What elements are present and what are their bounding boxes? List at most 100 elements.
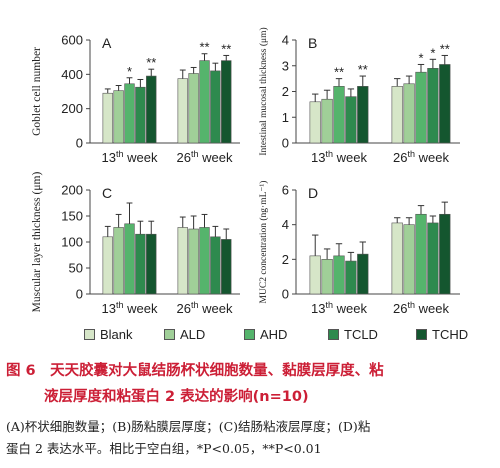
significance-marker: * xyxy=(418,50,423,65)
bar xyxy=(135,86,146,144)
y-tick-label: 50 xyxy=(69,261,83,276)
y-tick-label: 400 xyxy=(61,67,83,82)
panel-label: C xyxy=(102,185,112,201)
bar xyxy=(135,233,146,295)
bar xyxy=(221,60,232,144)
bar xyxy=(439,213,451,295)
legend-item-blank: Blank xyxy=(84,327,133,342)
legend-swatch-blank xyxy=(84,329,95,340)
bar xyxy=(391,222,403,295)
y-axis-label: Muscular layer thickness (μm) xyxy=(31,172,43,313)
bar xyxy=(199,60,210,144)
bar xyxy=(391,86,403,144)
y-tick-label: 200 xyxy=(61,183,83,198)
legend-item-tcld: TCLD xyxy=(328,327,378,342)
bar xyxy=(124,83,135,144)
y-tick-label: 1 xyxy=(282,110,289,125)
bar xyxy=(113,227,124,295)
significance-marker: ** xyxy=(221,41,231,56)
y-tick-label: 4 xyxy=(282,217,289,232)
legend-swatch-tcld xyxy=(328,329,339,340)
x-group-label: 26th week xyxy=(393,300,449,316)
significance-marker: * xyxy=(430,45,435,60)
bar xyxy=(177,78,188,144)
notes-line-1: (A)杯状细胞数量；(B)肠粘膜层厚度；(C)结肠粘液层厚度；(D)粘 xyxy=(6,419,371,434)
y-tick-label: 0 xyxy=(282,287,289,302)
y-tick-label: 0 xyxy=(76,136,83,151)
legend-swatch-ald xyxy=(164,329,175,340)
bar xyxy=(309,255,321,295)
x-group-label: 13th week xyxy=(102,149,158,165)
bar xyxy=(102,236,113,295)
bar xyxy=(102,92,113,144)
legend-label-ahd: AHD xyxy=(260,327,288,342)
bar xyxy=(333,86,345,144)
bar xyxy=(427,222,439,295)
bar xyxy=(210,70,221,144)
panel-label: B xyxy=(308,35,317,51)
bar xyxy=(113,90,124,144)
y-axis-label: Intestinal mucosal thickness (μm) xyxy=(258,27,269,155)
bar xyxy=(321,259,333,295)
bar xyxy=(357,253,369,295)
y-tick-label: 4 xyxy=(282,33,289,48)
x-group-label: 13th week xyxy=(311,149,367,165)
caption-line-2: 液层厚度和粘蛋白 2 表达的影响(n=10) xyxy=(44,389,309,405)
figure-notes: (A)杯状细胞数量；(B)肠粘膜层厚度；(C)结肠粘液层厚度；(D)粘 蛋白 2… xyxy=(6,416,494,460)
notes-line-2: 蛋白 2 表达水平。相比于空白组，*P<0.05，**P<0.01 xyxy=(6,441,322,456)
significance-marker: ** xyxy=(440,41,450,56)
bar xyxy=(415,213,427,295)
bar xyxy=(427,68,439,144)
significance-marker: ** xyxy=(146,55,156,70)
bar xyxy=(188,228,199,295)
bar xyxy=(221,239,232,295)
legend-label-tchd: TCHD xyxy=(432,327,469,342)
legend-label-tcld: TCLD xyxy=(344,327,378,342)
panel-label: D xyxy=(308,185,318,201)
bar xyxy=(333,255,345,295)
y-tick-label: 150 xyxy=(61,209,83,224)
x-group-label: 13th week xyxy=(311,300,367,316)
y-tick-label: 200 xyxy=(61,101,83,116)
legend-swatch-ahd xyxy=(244,329,255,340)
bar xyxy=(199,227,210,295)
y-tick-label: 100 xyxy=(61,235,83,250)
bar xyxy=(403,83,415,144)
y-axis-label: Goblet cell number xyxy=(31,47,43,136)
x-group-label: 26th week xyxy=(393,149,449,165)
bar xyxy=(177,227,188,295)
legend-label-ald: ALD xyxy=(180,327,206,342)
panel-label: A xyxy=(102,35,112,51)
bar xyxy=(124,223,135,295)
y-tick-label: 6 xyxy=(282,183,289,198)
bar xyxy=(146,75,157,144)
legend: Blank ALD AHD TCLD TCHD xyxy=(84,327,484,345)
significance-marker: * xyxy=(127,64,132,79)
bar xyxy=(210,236,221,295)
legend-item-tchd: TCHD xyxy=(416,327,468,342)
y-tick-label: 2 xyxy=(282,84,289,99)
y-tick-label: 0 xyxy=(282,136,289,151)
bar xyxy=(188,73,199,144)
y-tick-label: 600 xyxy=(61,33,83,48)
bar xyxy=(439,64,451,144)
significance-marker: ** xyxy=(358,62,368,77)
x-group-label: 13th week xyxy=(102,300,158,316)
y-tick-label: 2 xyxy=(282,252,289,267)
bar xyxy=(403,224,415,295)
bar xyxy=(321,98,333,144)
x-group-label: 26th week xyxy=(177,149,233,165)
bar xyxy=(357,86,369,144)
bar xyxy=(309,101,321,144)
legend-label-blank: Blank xyxy=(100,327,133,342)
legend-item-ald: ALD xyxy=(164,327,205,342)
x-group-label: 26th week xyxy=(177,300,233,316)
legend-swatch-tchd xyxy=(416,329,427,340)
caption-line-1: 图 6 天天胶囊对大鼠结肠杯状细胞数量、黏膜层厚度、粘 xyxy=(6,363,384,379)
bar xyxy=(415,71,427,144)
legend-item-ahd: AHD xyxy=(244,327,287,342)
significance-marker: ** xyxy=(199,40,209,55)
bar xyxy=(345,96,357,144)
y-axis-label: MUC2 concentration (ng·mL⁻¹) xyxy=(258,181,269,304)
